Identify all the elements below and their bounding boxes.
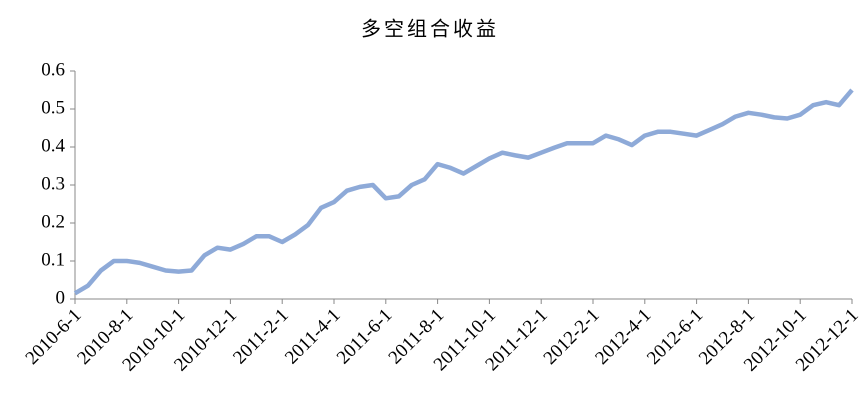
y-tick-label: 0.2	[41, 211, 65, 232]
y-tick-label: 0.4	[41, 135, 65, 156]
x-tick-label: 2010-6-1	[22, 305, 86, 369]
x-tick-label: 2012-6-1	[643, 305, 707, 369]
x-tick-label: 2011-6-1	[333, 305, 397, 369]
x-tick-label: 2012-4-1	[591, 305, 655, 369]
x-tick-label: 2011-4-1	[281, 305, 345, 369]
y-tick-label: 0.5	[41, 97, 65, 118]
chart-title: 多空组合收益	[361, 17, 499, 41]
x-tick-label: 2011-2-1	[229, 305, 293, 369]
y-tick-label: 0.6	[41, 59, 65, 80]
data-line	[73, 88, 854, 296]
x-tick-label: 2012-2-1	[540, 305, 604, 369]
y-tick-label: 0	[56, 287, 66, 308]
y-tick-label: 0.1	[41, 249, 65, 270]
y-tick-label: 0.3	[41, 173, 65, 194]
